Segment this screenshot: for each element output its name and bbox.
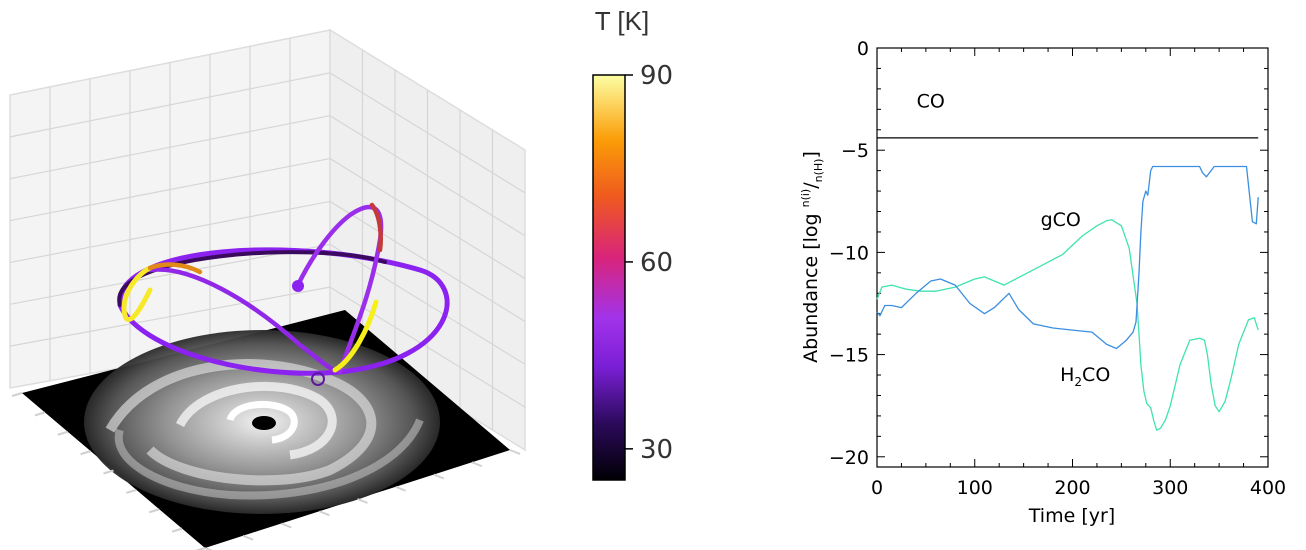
colorbar-tick-label: 60 — [640, 248, 673, 278]
y-label-sup: n(i) — [799, 189, 812, 208]
colorbar: T [K] 30 60 90 — [592, 6, 673, 481]
y-tick-label: −15 — [829, 345, 869, 367]
colorbar-gradient — [592, 74, 626, 481]
y-axis-label: Abundance [log n(i)/n(H)] — [799, 151, 825, 363]
wall-grid-line — [329, 72, 526, 194]
floor-ticks — [11, 392, 521, 550]
annotation-co: CO — [917, 90, 945, 112]
floor-tick — [357, 498, 368, 504]
floor-tick — [11, 392, 23, 397]
floor-tick — [242, 534, 254, 541]
x-tick-label: 400 — [1250, 477, 1286, 499]
x-tick-label: 200 — [1054, 477, 1090, 499]
annotation-h2co: H2CO — [1060, 364, 1110, 389]
trajectory — [117, 202, 450, 386]
colorbar-ticks: 30 60 90 — [625, 61, 673, 465]
floor-tick — [34, 411, 46, 417]
floor-tick — [395, 485, 406, 492]
axis-ticks: 0 100 200 300 400 0 −5 −10 −15 −20 — [829, 38, 1286, 499]
trajectory-end-marker — [311, 372, 325, 386]
wall-grid-line — [9, 286, 331, 347]
y-label-main: Abundance [log — [800, 207, 822, 362]
y-tick-label: −20 — [829, 447, 869, 469]
annotations-group: CO gCO H2CO — [917, 90, 1111, 389]
y-label-sub: n(H) — [812, 159, 825, 183]
y-tick-label: −5 — [841, 140, 869, 162]
floor-tick — [471, 461, 483, 468]
trajectory-start-marker — [292, 280, 304, 292]
series-gco-line — [876, 219, 1259, 431]
floor-tick — [433, 473, 445, 480]
wall-grid-line — [329, 200, 526, 322]
wall-grid-line — [9, 72, 331, 138]
wall-grid-line — [9, 200, 331, 264]
floor-tick — [171, 527, 183, 533]
series-h2co-line — [876, 165, 1259, 350]
wall-grid-line — [9, 115, 331, 180]
wall-grid-line — [329, 158, 526, 280]
floor-tick — [509, 449, 521, 455]
colorbar-tick-label: 90 — [640, 61, 673, 91]
wall-grid-line — [329, 115, 526, 237]
floor-tick — [80, 450, 91, 456]
floor-tick — [280, 522, 292, 529]
floor-tick — [103, 469, 114, 475]
wall-grid-line — [9, 157, 331, 222]
abundance-chart: 0 100 200 300 400 0 −5 −10 −15 −20 CO gCO H2CO Time… — [799, 38, 1286, 527]
disk-image — [84, 330, 440, 514]
floor-tick — [126, 488, 137, 494]
floor-tick — [204, 547, 213, 550]
y-tick-label: 0 — [857, 38, 869, 60]
floor-tick — [319, 510, 330, 517]
x-axis-label: Time [yr] — [1028, 505, 1115, 527]
wall-grid-line — [329, 243, 526, 365]
y-label-slash: / — [800, 182, 822, 189]
colorbar-tick-label: 30 — [640, 435, 673, 465]
floor-tick — [148, 508, 160, 514]
x-tick-label: 100 — [957, 477, 993, 499]
annotation-gco: gCO — [1041, 209, 1081, 231]
series-group — [876, 137, 1259, 431]
x-tick-label: 300 — [1152, 477, 1188, 499]
colorbar-title: T [K] — [595, 6, 649, 36]
wall-grid — [9, 38, 526, 430]
y-label-close: ] — [800, 151, 822, 158]
panel-3d — [9, 28, 526, 550]
floor-tick — [57, 430, 69, 436]
x-tick-label: 0 — [871, 477, 883, 499]
wall-grid-line — [9, 243, 331, 305]
y-tick-label: −10 — [829, 242, 869, 264]
